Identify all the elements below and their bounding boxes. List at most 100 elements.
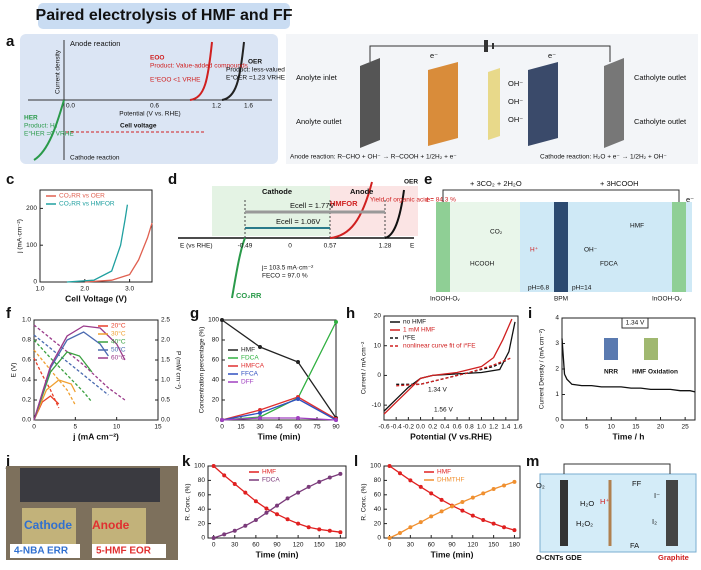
text: E°EOO <1 VRHE bbox=[150, 76, 201, 84]
text: H₂O₂ bbox=[576, 519, 593, 528]
y-tick-label: 100 bbox=[26, 242, 37, 249]
point bbox=[450, 504, 454, 509]
y-tick-label: 40 bbox=[198, 506, 206, 513]
point bbox=[222, 532, 227, 537]
series-line bbox=[33, 349, 76, 406]
series-line bbox=[383, 318, 513, 415]
legend-label: FDCA bbox=[262, 477, 280, 484]
x-axis-label: Time (min) bbox=[431, 549, 474, 559]
y-tick-label: 1 bbox=[555, 391, 559, 398]
legend-label: 40°C bbox=[111, 338, 126, 346]
y2-tick-label: 1.5 bbox=[161, 357, 170, 364]
legend-label: i*FE bbox=[403, 335, 416, 342]
x-tick-label: 1.4 bbox=[501, 424, 510, 431]
legend-label: DFF bbox=[241, 379, 254, 386]
annotation: 1.34 V bbox=[626, 320, 645, 327]
text: 1.6 bbox=[244, 103, 253, 110]
point bbox=[275, 512, 279, 517]
text: OH⁻ bbox=[508, 97, 523, 106]
chart: 1.0 2.0 3.0 0 100 200 Cell Voltage (V) j (mA·cm… bbox=[17, 189, 153, 303]
point bbox=[481, 518, 486, 522]
text: FDCA bbox=[600, 261, 618, 268]
point bbox=[306, 525, 311, 530]
y-tick-label: 4 bbox=[555, 315, 559, 322]
gde bbox=[560, 480, 568, 546]
chart: 0 5 10 15 20 25 0 1 2 3 4 Time / h Current Density /… bbox=[539, 315, 696, 441]
chart: -0.6 -0.4 -0.2 0.0 0.2 0.4 0.6 0.8 1.0 1.2 1.4 1.6 -… bbox=[361, 313, 523, 442]
point bbox=[387, 464, 392, 468]
text: Anode reaction: R–CHO + OH⁻ → R–COOH + 1… bbox=[290, 154, 457, 161]
text: InOOH-Oᵥ bbox=[652, 296, 682, 303]
point bbox=[253, 499, 258, 504]
title-box bbox=[38, 3, 290, 29]
panel-label: c bbox=[6, 171, 14, 188]
point bbox=[334, 418, 338, 422]
point bbox=[220, 318, 224, 322]
annotation: HMF Oxidation bbox=[632, 369, 678, 376]
series-line bbox=[66, 204, 129, 283]
point bbox=[220, 418, 224, 422]
graphite bbox=[666, 480, 678, 546]
text: Anolyte outlet bbox=[296, 117, 342, 126]
text: E°OER =1.23 VRHE bbox=[226, 74, 286, 82]
point bbox=[296, 521, 301, 526]
y-tick-label: 20 bbox=[212, 397, 220, 404]
point bbox=[408, 478, 413, 483]
legend-label: HMF bbox=[437, 469, 451, 476]
y2-tick-label: 2.5 bbox=[161, 317, 170, 324]
legend-label: CO₂RR vs OER bbox=[59, 193, 105, 200]
text: I₂ bbox=[652, 517, 657, 526]
point bbox=[296, 490, 301, 495]
text: CO₂RR bbox=[236, 291, 262, 300]
panel-label: k bbox=[182, 453, 191, 470]
point bbox=[327, 528, 332, 533]
x-axis-label: Time (min) bbox=[258, 431, 301, 441]
eoo-curve bbox=[189, 41, 213, 101]
x-tick-label: 30 bbox=[407, 542, 415, 549]
text: Ecell = 1.06V bbox=[276, 217, 320, 226]
text: E bbox=[410, 243, 415, 250]
y2-tick-label: 1.0 bbox=[161, 377, 170, 384]
chart: 0 15 30 45 60 75 90 0 20 40 60 80 100 Time (min) Conce… bbox=[199, 317, 340, 442]
text: O₂ bbox=[536, 481, 545, 490]
x-tick-label: 20 bbox=[657, 424, 665, 431]
text: CO₂ bbox=[490, 229, 503, 236]
point bbox=[481, 491, 486, 496]
legend-label: FFCA bbox=[241, 371, 259, 378]
x-tick-label: 0.6 bbox=[453, 424, 462, 431]
panel-label: g bbox=[190, 305, 199, 322]
membrane bbox=[488, 68, 500, 140]
y-tick-label: 0.6 bbox=[22, 357, 31, 364]
point bbox=[296, 397, 300, 401]
point bbox=[334, 320, 338, 324]
panel-label: e bbox=[424, 171, 432, 188]
y-tick-label: 80 bbox=[198, 477, 206, 484]
point bbox=[418, 520, 423, 525]
x-tick-label: 90 bbox=[273, 542, 281, 549]
text: 0.57 bbox=[324, 243, 337, 250]
text: E (vs RHE) bbox=[180, 243, 213, 250]
y-tick-label: 0.0 bbox=[22, 417, 31, 424]
point bbox=[512, 528, 517, 533]
panel-m: O₂ H₂O H₂O₂ FF H⁺ I⁻ I₂ FA O-CNTs GDE Gr… bbox=[536, 463, 697, 562]
point bbox=[418, 484, 423, 489]
y-tick-label: 100 bbox=[194, 463, 205, 470]
series-line bbox=[33, 331, 109, 421]
text: FF bbox=[632, 479, 642, 488]
point bbox=[439, 509, 444, 514]
x-tick-label: -0.4 bbox=[391, 424, 403, 431]
series-line bbox=[33, 379, 76, 421]
y-tick-label: 60 bbox=[198, 492, 206, 499]
x-tick-label: 150 bbox=[314, 542, 325, 549]
x-tick-label: 0.2 bbox=[428, 424, 437, 431]
y-axis-label: Current Density / (mA cm⁻²) bbox=[539, 329, 546, 409]
plot-frame bbox=[33, 319, 159, 421]
y-tick-label: -10 bbox=[372, 402, 382, 409]
series-line bbox=[561, 338, 696, 393]
x-tick-label: 60 bbox=[428, 542, 436, 549]
series-line bbox=[33, 324, 126, 401]
text: e⁻ bbox=[686, 195, 694, 204]
x-tick-label: -0.6 bbox=[378, 424, 390, 431]
text: EOO bbox=[150, 55, 164, 62]
